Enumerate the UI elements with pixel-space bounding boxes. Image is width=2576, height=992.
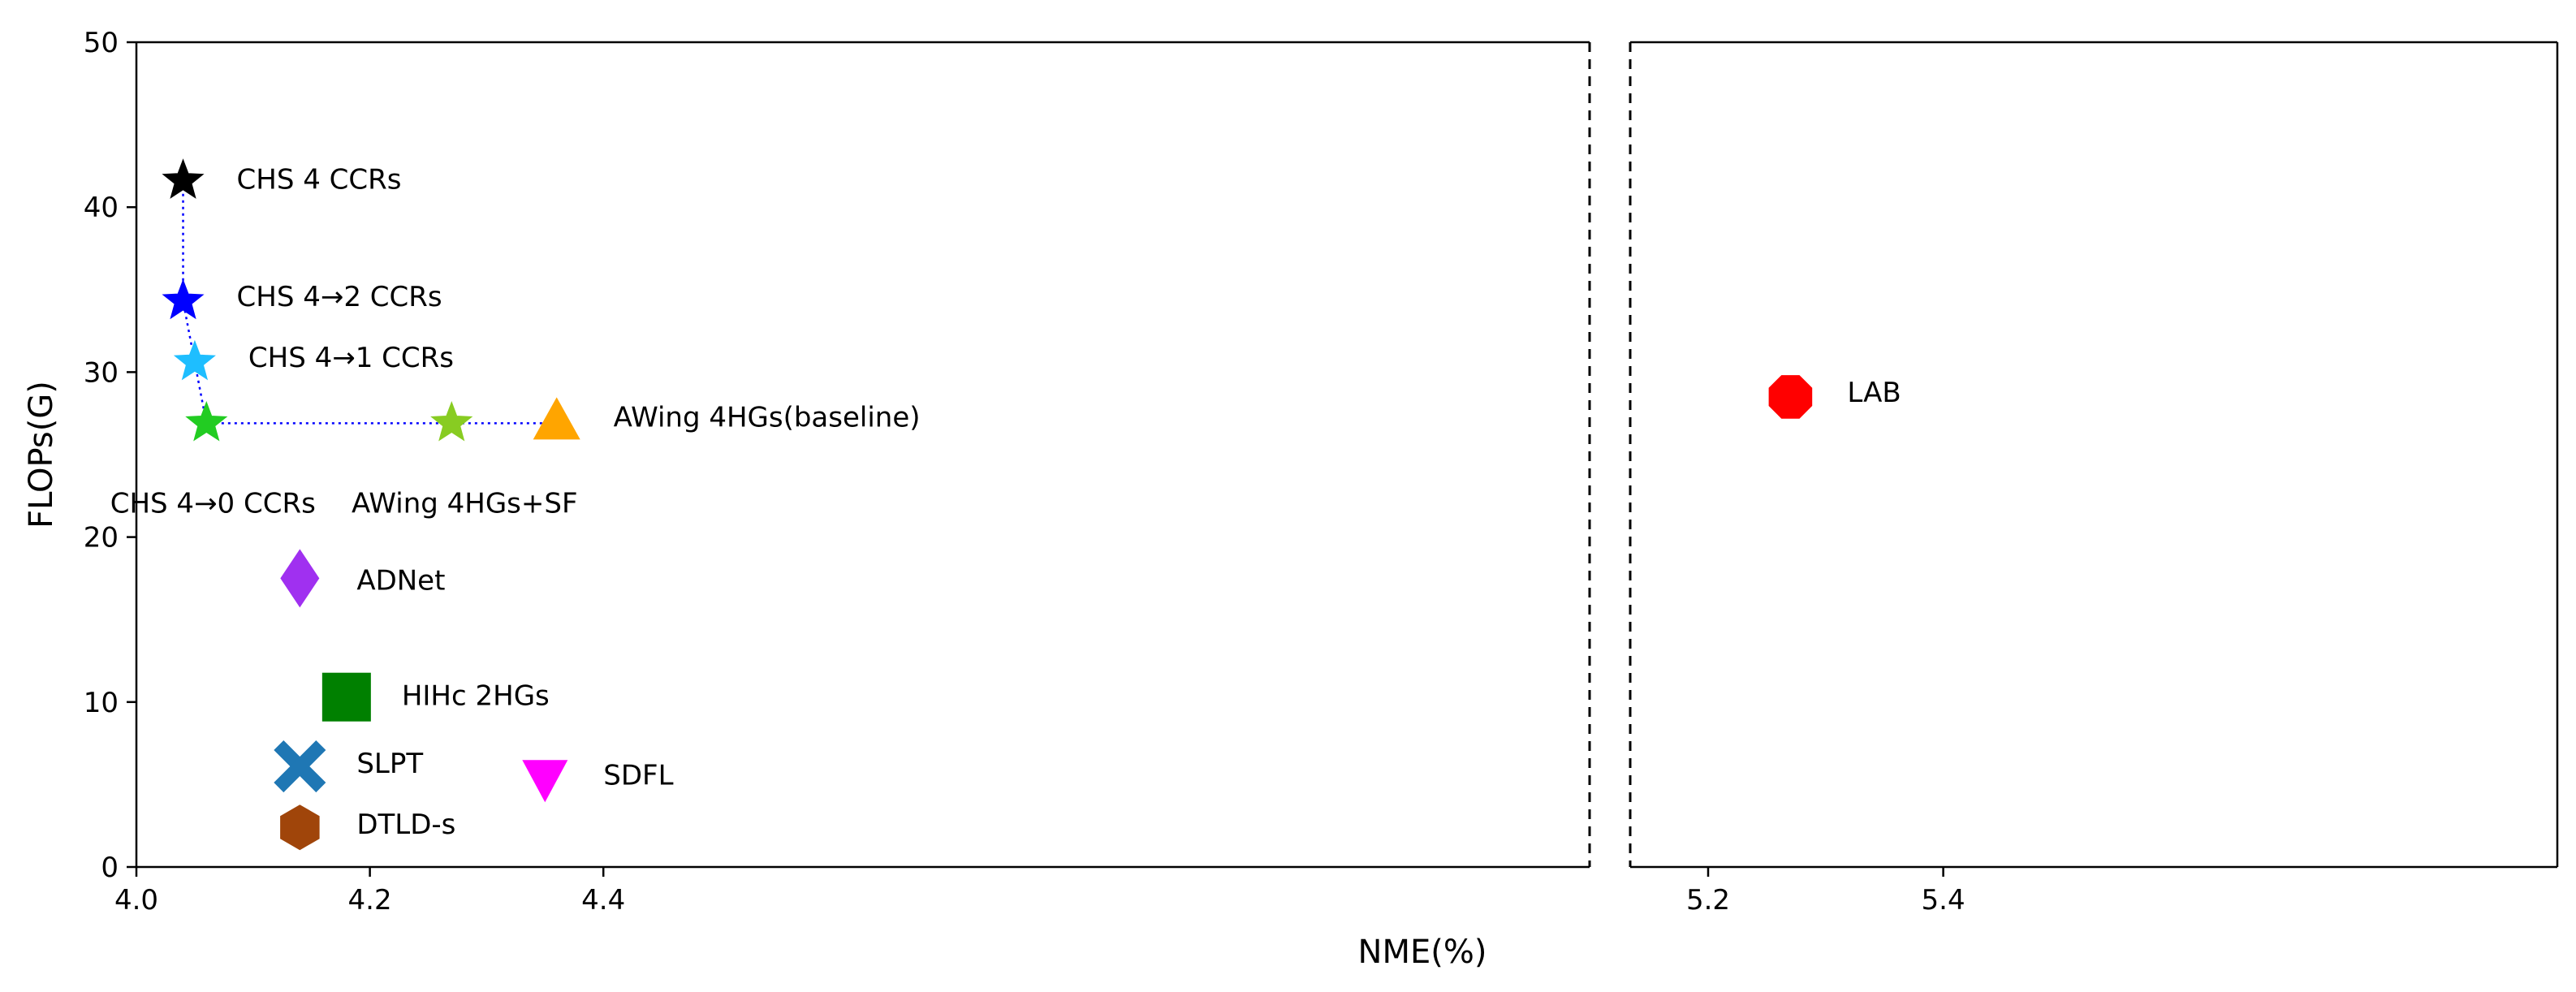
point-label: SDFL xyxy=(603,759,673,791)
point-chs-4-ccrs: CHS 4 CCRs xyxy=(162,158,402,199)
octagon-marker xyxy=(1768,375,1813,419)
triangle-down-marker xyxy=(522,760,568,803)
point-label: DTLD-s xyxy=(356,809,455,841)
point-label: HIHc 2HGs xyxy=(402,680,550,713)
x-tick-label: 4.4 xyxy=(581,884,625,917)
x-axis: 4.0 4.2 4.4 5.2 5.4 xyxy=(114,867,1965,917)
point-awing-4hgs-sf: AWing 4HGs+SF xyxy=(352,400,578,520)
y-tick-label: 20 xyxy=(84,522,119,554)
y-tick-label: 0 xyxy=(101,852,119,884)
star-marker xyxy=(162,158,205,199)
point-label: ADNet xyxy=(356,564,445,597)
point-chs-4-0-ccrs: CHS 4→0 CCRs xyxy=(110,400,316,520)
point-label: CHS 4→1 CCRs xyxy=(248,342,454,374)
x-tick-label: 4.2 xyxy=(348,884,392,917)
point-slpt: SLPT xyxy=(274,740,423,793)
point-chs-4-2-ccrs: CHS 4→2 CCRs xyxy=(162,278,442,320)
hexagon-marker xyxy=(280,804,320,851)
point-label: CHS 4→0 CCRs xyxy=(110,487,316,520)
star-marker xyxy=(185,400,228,442)
y-tick-label: 40 xyxy=(84,192,119,224)
x-marker-stroke xyxy=(274,740,326,793)
point-awing-4hgs-baseline: AWing 4HGs(baseline) xyxy=(533,397,921,440)
y-axis-label: FLOPs(G) xyxy=(23,381,60,528)
y-tick-label: 50 xyxy=(84,27,119,59)
plot-frames xyxy=(135,41,2559,869)
point-lab: LAB xyxy=(1768,375,1901,419)
point-label: CHS 4 CCRs xyxy=(237,164,402,196)
x-tick-label: 5.2 xyxy=(1686,884,1730,917)
x-tick-label: 5.4 xyxy=(1922,884,1965,917)
x-tick-label: 4.0 xyxy=(114,884,158,917)
square-marker xyxy=(321,672,371,722)
point-label: CHS 4→2 CCRs xyxy=(237,281,442,313)
y-tick-label: 30 xyxy=(84,356,119,389)
point-hihc-2hgs: HIHc 2HGs xyxy=(321,672,550,722)
point-dtld-s: DTLD-s xyxy=(280,804,455,851)
diamond-marker xyxy=(280,549,320,608)
point-adnet: ADNet xyxy=(280,549,445,608)
point-chs-4-1-ccrs: CHS 4→1 CCRs xyxy=(173,339,454,381)
star-marker xyxy=(162,278,205,320)
point-sdfl: SDFL xyxy=(522,759,674,803)
x-axis-label: NME(%) xyxy=(1358,934,1487,971)
y-axis: 0 10 20 30 40 50 xyxy=(84,27,136,884)
point-label: LAB xyxy=(1847,377,1901,409)
point-label: AWing 4HGs(baseline) xyxy=(614,401,921,433)
data-points: CHS 4 CCRs CHS 4→2 CCRs CHS 4→1 CCRs CHS 4→… xyxy=(110,158,1901,851)
point-label: SLPT xyxy=(356,748,423,780)
star-marker xyxy=(173,339,216,381)
y-tick-label: 10 xyxy=(84,687,119,719)
star-marker xyxy=(430,400,473,442)
point-label: AWing 4HGs+SF xyxy=(352,487,578,520)
triangle-up-marker xyxy=(533,397,580,440)
